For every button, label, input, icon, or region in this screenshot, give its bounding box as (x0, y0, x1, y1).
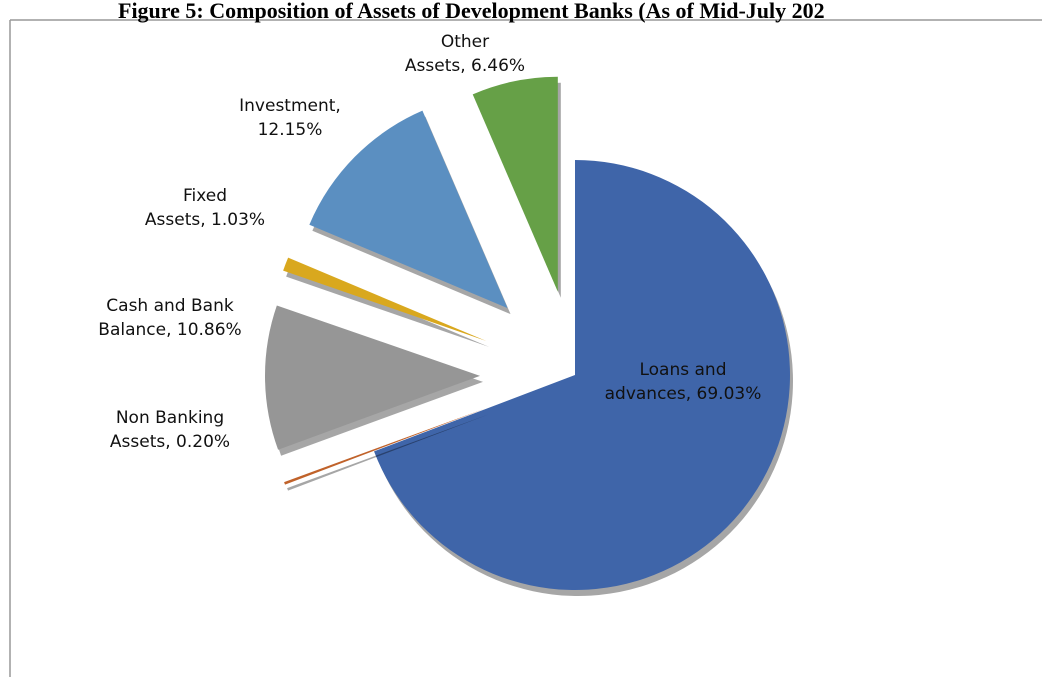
slice-label: Loans and (639, 360, 726, 380)
slice-label: Cash and Bank (106, 296, 234, 316)
slice-label: Assets, 0.20% (110, 432, 230, 452)
slice-label: Assets, 6.46% (405, 56, 525, 76)
slice-label: Balance, 10.86% (98, 320, 241, 340)
pie-slice-shadow (287, 414, 489, 491)
slice-label: Fixed (183, 186, 227, 206)
slice-label: Non Banking (116, 408, 224, 428)
slice-label: Assets, 1.03% (145, 210, 265, 230)
pie-slice (265, 305, 481, 450)
pie-slice (284, 408, 486, 485)
slice-label: 12.15% (258, 120, 323, 140)
slice-label: Investment, (239, 96, 341, 116)
pie-slice (374, 160, 790, 591)
slice-label: advances, 69.03% (605, 384, 762, 404)
pie-slice (309, 110, 508, 309)
pie-slice (472, 76, 558, 292)
chart-title: Figure 5: Composition of Assets of Devel… (118, 0, 825, 23)
pie-slice (283, 257, 487, 342)
slice-label: Other (441, 32, 489, 52)
